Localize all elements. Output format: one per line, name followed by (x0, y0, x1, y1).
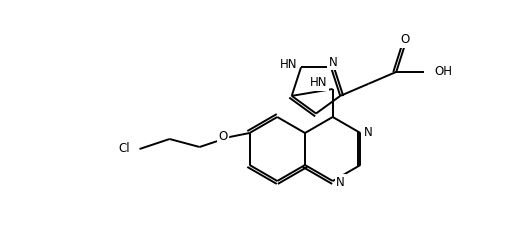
Text: N: N (335, 176, 344, 189)
Text: O: O (400, 33, 409, 46)
Text: N: N (328, 56, 337, 69)
Text: Cl: Cl (118, 143, 129, 156)
Text: O: O (218, 131, 227, 143)
Text: N: N (363, 126, 372, 139)
Text: OH: OH (434, 65, 451, 78)
Text: HN: HN (309, 76, 327, 89)
Text: HN: HN (279, 58, 296, 71)
